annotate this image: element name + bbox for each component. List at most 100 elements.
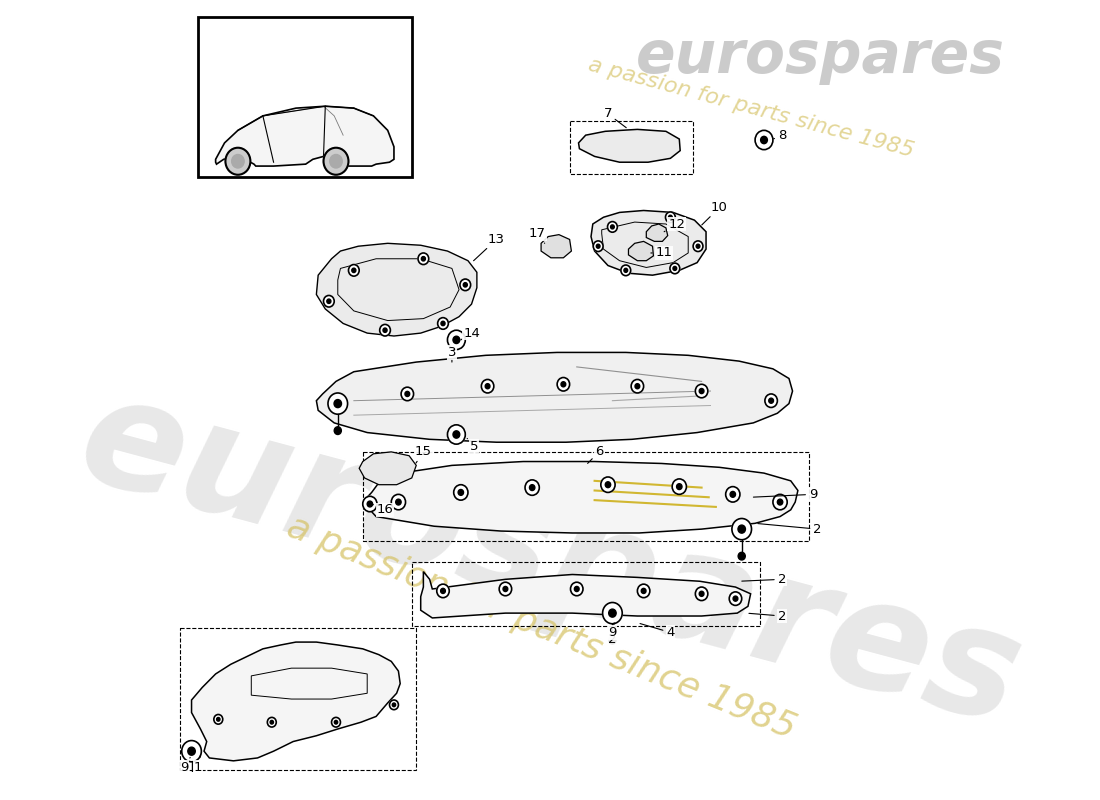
- Circle shape: [396, 499, 402, 505]
- Circle shape: [529, 485, 535, 490]
- Circle shape: [418, 253, 429, 265]
- Circle shape: [226, 148, 251, 174]
- Circle shape: [733, 596, 738, 602]
- Circle shape: [499, 582, 512, 596]
- Text: 4: 4: [640, 623, 674, 639]
- Text: 9: 9: [608, 622, 617, 639]
- Text: 16: 16: [372, 503, 394, 516]
- Text: 12: 12: [664, 218, 685, 232]
- Text: 13: 13: [474, 233, 505, 261]
- Circle shape: [620, 265, 630, 276]
- Circle shape: [700, 389, 704, 394]
- Circle shape: [402, 387, 414, 401]
- Circle shape: [637, 584, 650, 598]
- Bar: [198, 18, 411, 177]
- Circle shape: [334, 398, 346, 412]
- Circle shape: [334, 720, 338, 724]
- Circle shape: [441, 322, 446, 326]
- Circle shape: [383, 328, 387, 333]
- Text: 8: 8: [773, 129, 786, 142]
- Circle shape: [441, 588, 446, 594]
- Circle shape: [182, 741, 201, 762]
- Circle shape: [334, 426, 341, 434]
- Circle shape: [367, 501, 373, 507]
- Polygon shape: [628, 242, 653, 261]
- Circle shape: [778, 499, 783, 505]
- Circle shape: [773, 494, 788, 510]
- Circle shape: [631, 379, 644, 393]
- Circle shape: [729, 592, 741, 606]
- Circle shape: [676, 484, 682, 490]
- Circle shape: [593, 241, 603, 251]
- Circle shape: [738, 552, 746, 560]
- Circle shape: [700, 591, 704, 596]
- Polygon shape: [216, 106, 394, 166]
- Circle shape: [635, 384, 640, 389]
- Text: 5: 5: [468, 438, 478, 453]
- Circle shape: [666, 212, 675, 222]
- Polygon shape: [360, 452, 416, 485]
- Circle shape: [188, 774, 195, 782]
- Circle shape: [738, 525, 746, 533]
- Circle shape: [328, 393, 348, 414]
- Circle shape: [453, 485, 468, 500]
- Text: a passion for parts since 1985: a passion for parts since 1985: [282, 510, 801, 746]
- Circle shape: [188, 747, 196, 755]
- Circle shape: [363, 496, 377, 512]
- Circle shape: [485, 384, 490, 389]
- Text: 2: 2: [749, 610, 786, 622]
- Circle shape: [603, 602, 623, 624]
- Circle shape: [760, 136, 768, 144]
- Circle shape: [672, 479, 686, 494]
- Text: 6: 6: [587, 446, 603, 463]
- Text: 2: 2: [758, 522, 822, 536]
- Circle shape: [696, 244, 700, 248]
- Circle shape: [624, 268, 628, 272]
- Circle shape: [232, 154, 244, 168]
- Circle shape: [458, 490, 463, 495]
- Text: 9: 9: [180, 758, 190, 774]
- Polygon shape: [191, 642, 400, 761]
- Circle shape: [673, 266, 676, 270]
- Circle shape: [460, 279, 471, 290]
- Circle shape: [695, 587, 707, 601]
- Circle shape: [695, 384, 707, 398]
- Bar: [180, 627, 416, 770]
- Circle shape: [610, 225, 614, 229]
- Circle shape: [453, 336, 460, 343]
- Circle shape: [726, 486, 740, 502]
- Polygon shape: [317, 243, 477, 336]
- Circle shape: [323, 148, 349, 174]
- Circle shape: [271, 720, 274, 724]
- Text: a passion for parts since 1985: a passion for parts since 1985: [585, 55, 915, 162]
- Circle shape: [421, 257, 426, 261]
- Circle shape: [438, 318, 449, 330]
- Circle shape: [379, 325, 390, 336]
- Text: eurospares: eurospares: [64, 363, 1036, 757]
- Circle shape: [503, 586, 508, 591]
- Circle shape: [453, 431, 460, 438]
- Circle shape: [327, 299, 331, 303]
- Circle shape: [730, 491, 736, 498]
- Circle shape: [323, 295, 334, 307]
- Text: 11: 11: [651, 246, 672, 259]
- Circle shape: [609, 636, 616, 644]
- Circle shape: [267, 718, 276, 727]
- Circle shape: [693, 241, 703, 251]
- Circle shape: [755, 130, 773, 150]
- Circle shape: [525, 480, 539, 495]
- Circle shape: [338, 403, 343, 408]
- Circle shape: [574, 586, 579, 591]
- Circle shape: [334, 399, 341, 408]
- Text: 10: 10: [702, 201, 728, 225]
- Polygon shape: [367, 462, 798, 533]
- Circle shape: [571, 582, 583, 596]
- Circle shape: [670, 263, 680, 274]
- Circle shape: [557, 378, 570, 391]
- Circle shape: [764, 394, 778, 407]
- Circle shape: [669, 215, 672, 219]
- Text: 15: 15: [415, 446, 432, 463]
- Circle shape: [437, 584, 449, 598]
- Text: 9: 9: [754, 488, 817, 501]
- Polygon shape: [317, 353, 792, 442]
